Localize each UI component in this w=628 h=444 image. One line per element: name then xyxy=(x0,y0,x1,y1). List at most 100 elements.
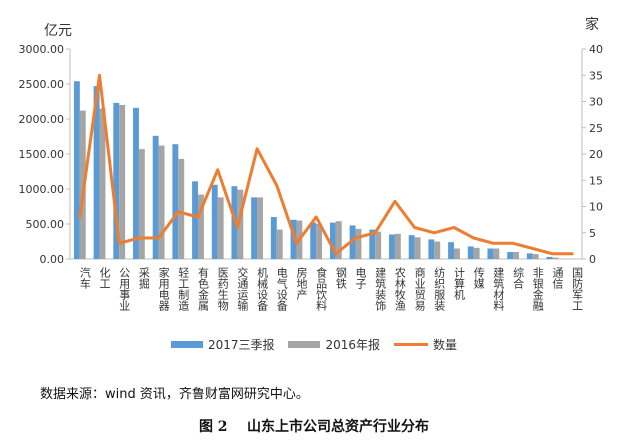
bar-2017 xyxy=(310,222,317,259)
right-tick-label: 25 xyxy=(589,122,603,135)
bar-2017 xyxy=(487,248,494,259)
right-axis-unit: 家 xyxy=(585,17,599,33)
category-label: 电子 xyxy=(354,267,367,289)
bar-2016 xyxy=(316,224,323,259)
bar-2016 xyxy=(99,108,106,259)
legend-swatch-2017 xyxy=(170,341,203,348)
chart-legend: 2017三季报 2016年报 数量 xyxy=(0,336,628,353)
bar-2017 xyxy=(428,239,435,259)
left-tick-label: 500.00 xyxy=(26,218,65,231)
bar-2017 xyxy=(211,184,218,259)
left-tick-label: 2000.00 xyxy=(19,113,65,126)
right-tick-label: 40 xyxy=(589,43,603,56)
category-label: 建筑材料 xyxy=(492,266,505,312)
category-label: 有色金属 xyxy=(197,266,210,312)
right-tick-label: 10 xyxy=(589,201,603,214)
legend-swatch-count xyxy=(394,343,429,346)
bar-2017 xyxy=(192,181,198,259)
left-tick-label: 1000.00 xyxy=(19,183,65,196)
left-tick-label: 0.00 xyxy=(40,253,65,266)
bar-2017 xyxy=(270,217,277,259)
left-tick-label: 3000.00 xyxy=(19,43,65,56)
bar-2017 xyxy=(251,197,258,259)
bar-2016 xyxy=(257,197,263,259)
bar-2016 xyxy=(454,248,460,259)
category-label: 非银金融 xyxy=(531,267,544,312)
right-tick-label: 35 xyxy=(589,69,603,82)
bar-2016 xyxy=(493,248,500,259)
category-label: 食品饮料 xyxy=(315,266,328,312)
count-line xyxy=(78,73,574,256)
bar-2016 xyxy=(355,228,362,259)
bar-2016 xyxy=(198,194,204,259)
data-source-note: 数据来源：wind 资讯，齐鲁财富网研究中心。 xyxy=(40,387,309,402)
legend-item-count: 数量 xyxy=(394,336,457,353)
bar-2016 xyxy=(217,197,224,259)
bar-2016 xyxy=(473,247,480,259)
bar-2016 xyxy=(119,105,126,259)
category-label: 传媒 xyxy=(472,267,485,290)
right-tick-label: 5 xyxy=(589,227,596,240)
bar-2016 xyxy=(237,189,244,259)
category-label: 机械设备 xyxy=(256,266,269,312)
bar-2017 xyxy=(172,144,179,259)
category-label: 汽车 xyxy=(78,266,91,290)
legend-label-2017: 2017三季报 xyxy=(207,338,275,352)
bar-2017 xyxy=(546,256,553,259)
left-tick-label: 1500.00 xyxy=(19,148,65,161)
category-label: 房地产 xyxy=(295,267,308,301)
category-label: 家用电器 xyxy=(157,266,170,312)
category-label: 电气设备 xyxy=(275,267,288,312)
left-tick-label: 2500.00 xyxy=(19,78,65,91)
category-label: 建筑装饰 xyxy=(374,266,387,311)
bar-2017 xyxy=(152,135,159,259)
bar-2016 xyxy=(434,241,441,259)
category-label: 交通运输 xyxy=(236,266,249,312)
legend-item-2016: 2016年报 xyxy=(288,336,380,353)
category-label: 钢铁 xyxy=(334,267,347,289)
bar-2017 xyxy=(507,252,514,259)
bar-2016 xyxy=(552,257,559,259)
bar-2016 xyxy=(532,254,539,259)
bar-2016 xyxy=(375,231,382,259)
bar-2016 xyxy=(158,145,165,259)
bar-2017 xyxy=(467,246,474,259)
bar-2016 xyxy=(276,229,283,259)
bar-2017 xyxy=(133,107,139,259)
right-tick-label: 20 xyxy=(589,148,603,161)
right-tick-label: 0 xyxy=(589,253,596,266)
bar-2017 xyxy=(113,102,120,260)
bar-2017 xyxy=(389,234,395,259)
category-label: 轻工制造 xyxy=(177,266,190,311)
category-label: 化工 xyxy=(98,266,111,289)
category-label: 计算机 xyxy=(453,267,466,300)
category-label: 国防军工 xyxy=(571,267,584,311)
bar-2017 xyxy=(73,81,80,259)
bar-2016 xyxy=(138,149,145,259)
left-axis-unit: 亿元 xyxy=(44,23,72,39)
legend-label-2016: 2016年报 xyxy=(325,338,381,352)
bar-2016 xyxy=(513,252,519,259)
bar-2017 xyxy=(369,229,376,259)
category-label: 农林牧渔 xyxy=(393,266,406,312)
bar-2016 xyxy=(414,237,421,259)
legend-swatch-2016 xyxy=(288,341,321,348)
right-tick-label: 15 xyxy=(589,174,603,187)
bar-2016 xyxy=(178,158,185,259)
legend-item-2017: 2017三季报 xyxy=(170,336,275,353)
bar-2017 xyxy=(329,222,336,259)
category-label: 医药生物 xyxy=(216,267,229,311)
category-label: 通信 xyxy=(551,267,564,290)
category-label: 商业贸易 xyxy=(413,266,426,312)
bar-2016 xyxy=(394,233,401,259)
category-label: 采掘 xyxy=(137,267,150,290)
bar-2017 xyxy=(93,86,100,259)
category-label: 纺织服装 xyxy=(433,266,446,312)
bar-2016 xyxy=(335,221,342,259)
asset-industry-chart: 0.00 500.00 1000.00 1500.00 2000.00 2500.00 30… xyxy=(19,43,604,312)
bar-2017 xyxy=(408,235,415,259)
bar-2017 xyxy=(290,219,297,259)
figure-caption: 图 2 山东上市公司总资产行业分布 xyxy=(198,419,430,435)
bar-2017 xyxy=(526,253,533,259)
legend-label-count: 数量 xyxy=(433,338,458,352)
